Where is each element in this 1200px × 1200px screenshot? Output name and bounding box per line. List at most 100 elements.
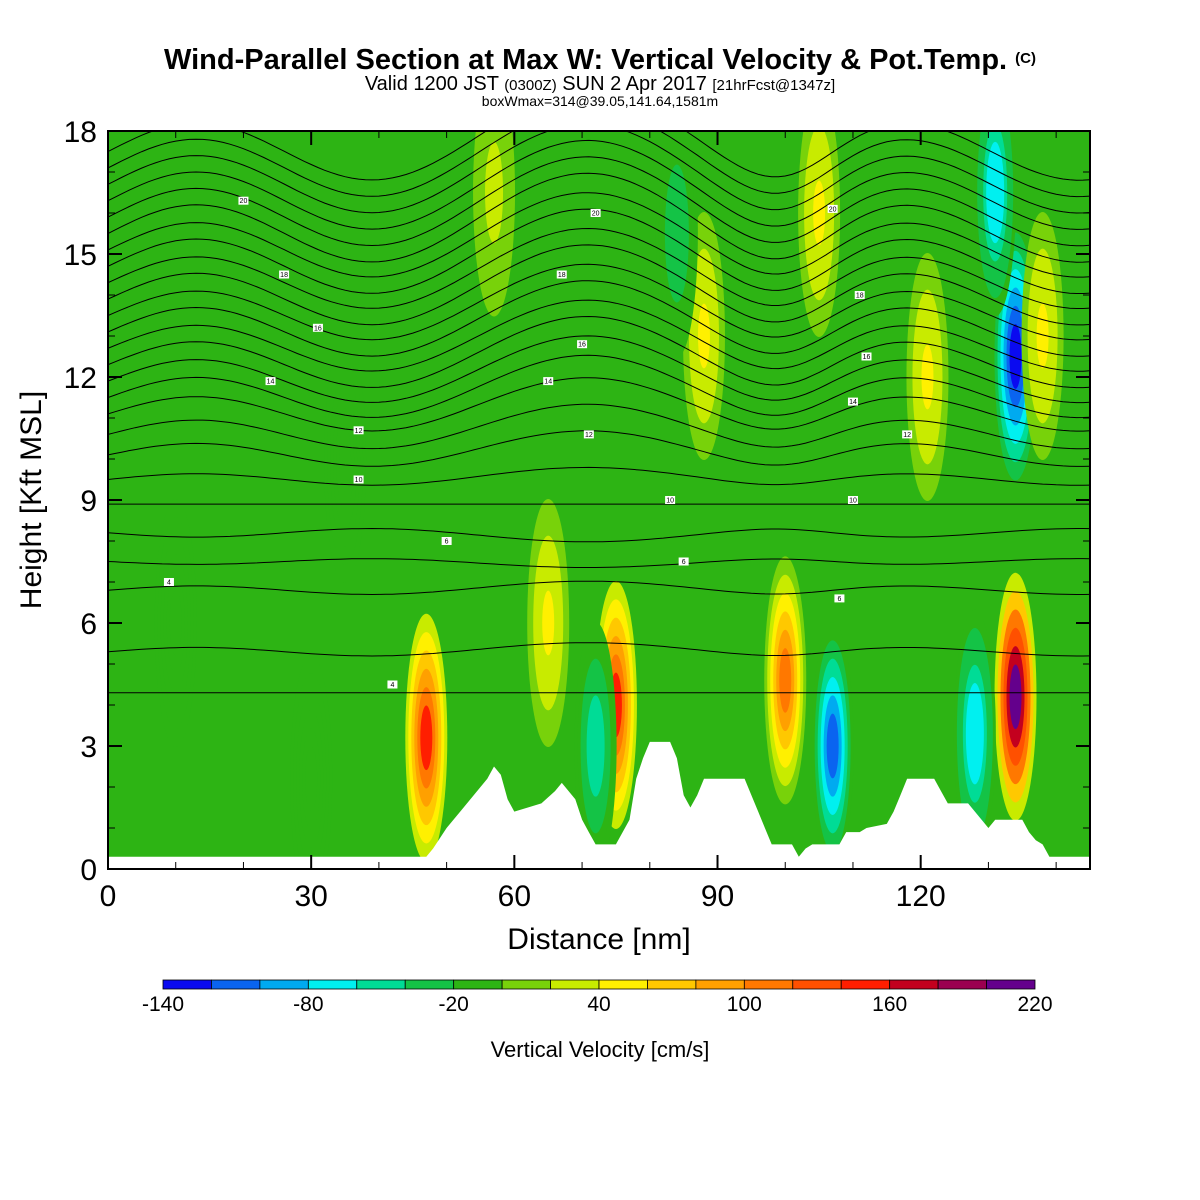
colorbar-swatch (792, 979, 842, 990)
isentrope-line (108, 172, 1090, 263)
contour-label-bg (590, 209, 601, 217)
colorbar-swatch (211, 979, 261, 990)
contour-label: 6 (837, 596, 841, 603)
colorbar-swatch (695, 979, 745, 990)
contour-label-bg (556, 270, 567, 279)
contour-label-bg (543, 377, 554, 386)
axes: 0 30 60 90 120 0 3 6 9 12 15 18 (64, 116, 1090, 913)
colorbar-swatch (356, 979, 406, 990)
contour-label-bg (353, 475, 364, 484)
contour-label: 12 (355, 428, 363, 435)
y-tick-label: 3 (80, 731, 97, 764)
contour-label-bg (279, 270, 290, 279)
isentrope-line (108, 430, 1090, 467)
velocity-cell (542, 590, 555, 656)
contour-label-bg (353, 426, 364, 435)
velocity-cell (1009, 324, 1022, 389)
contour-label-bg (902, 430, 913, 439)
chart-title-unit: (C) (1015, 50, 1036, 67)
contour-label-bg (678, 557, 689, 566)
colorbar-swatch (259, 979, 309, 990)
isentrope-line (108, 558, 1090, 568)
y-tick-label: 6 (80, 608, 97, 641)
isentrope-line (108, 466, 1090, 486)
velocity-cell (779, 648, 792, 713)
contour-label: 16 (578, 342, 586, 349)
contour-label: 14 (849, 399, 857, 406)
contour-label: 10 (355, 477, 363, 484)
colorbar-label: -140 (142, 993, 184, 1016)
contour-label-bg (441, 537, 452, 545)
isentrope-line (108, 131, 1090, 214)
isentrope-line (108, 131, 1090, 198)
contour-label-bg (861, 352, 872, 361)
contour-label-bg (847, 496, 858, 504)
contour-label-bg (665, 496, 676, 504)
contour-label: 18 (280, 272, 288, 279)
colorbar-swatch (743, 979, 794, 990)
isentrope-line (108, 263, 1090, 341)
contour-label: 6 (682, 559, 686, 566)
colorbar-swatch (550, 979, 600, 990)
colorbar-swatch (453, 979, 503, 990)
colorbar-label: -80 (293, 993, 323, 1016)
isentrope-line (108, 527, 1090, 543)
colorbar-label: -20 (438, 993, 468, 1016)
colorbar-swatch (986, 979, 1036, 990)
contour-label-bg (387, 680, 398, 689)
contour-label: 20 (592, 211, 600, 218)
contour-label-bg (847, 397, 858, 406)
valid-date: SUN 2 Apr 2017 (562, 73, 707, 95)
contour-label: 18 (856, 293, 864, 300)
colorbar-swatch (840, 979, 891, 990)
x-axis-label: Distance [nm] (507, 923, 690, 956)
contour-label-bg (163, 578, 174, 586)
velocity-cell (989, 160, 1002, 225)
velocity-field (108, 131, 1090, 869)
contour-label: 4 (390, 682, 394, 689)
colorbar-swatch (162, 979, 212, 990)
terrain-mask (108, 741, 1090, 869)
contour-label: 16 (863, 354, 871, 361)
velocity-cell (697, 303, 710, 369)
colorbar-swatch (647, 979, 697, 990)
isentrope-line (108, 156, 1090, 247)
y-tick-label: 18 (64, 116, 97, 149)
contour-label-bg (312, 323, 323, 332)
isentrope-line (108, 580, 1090, 596)
contour-label: 12 (585, 432, 593, 439)
isentrope-line (108, 377, 1090, 432)
isentrope-line (108, 192, 1090, 278)
chart-subtitle: Valid 1200 JST (0300Z) SUN 2 Apr 2017 [2… (0, 73, 1200, 96)
velocity-cell (339, 426, 352, 492)
y-tick-label: 12 (64, 362, 97, 395)
chart-title-text: Wind-Parallel Section at Max W: Vertical… (163, 44, 1008, 76)
isentrope-line (108, 335, 1090, 404)
isentrope-line (108, 299, 1090, 372)
velocity-cell (305, 746, 318, 812)
velocity-cell (826, 713, 839, 779)
x-tick-label: 30 (294, 880, 327, 913)
isentrope-line (108, 315, 1090, 389)
contour-label-bg (834, 594, 845, 603)
contour-label: 20 (829, 206, 837, 213)
colorbar-swatch (501, 979, 551, 990)
contour-label: 4 (167, 580, 171, 587)
contour-label: 14 (267, 379, 275, 386)
valid-time: Valid 1200 JST (364, 73, 499, 95)
colorbar-label: 220 (1017, 993, 1052, 1016)
isentrope-line (108, 280, 1090, 357)
y-tick-label: 15 (64, 239, 97, 272)
contour-label: 20 (240, 198, 248, 205)
colorbar-swatch (404, 979, 455, 990)
y-tick-label: 9 (80, 485, 97, 518)
colorbar-swatch (598, 979, 648, 990)
colorbar-label: 40 (587, 993, 610, 1016)
chart-title: Wind-Parallel Section at Max W: Vertical… (0, 44, 1200, 77)
contour-label-bg (265, 377, 276, 386)
contour-label: 16 (314, 325, 322, 332)
contour-label-bg (577, 340, 588, 349)
isentrope-line (108, 642, 1090, 657)
colorbar: -140 -80 -20 40 100 160 220 (142, 979, 1053, 1016)
colorbar-swatch (889, 979, 939, 990)
